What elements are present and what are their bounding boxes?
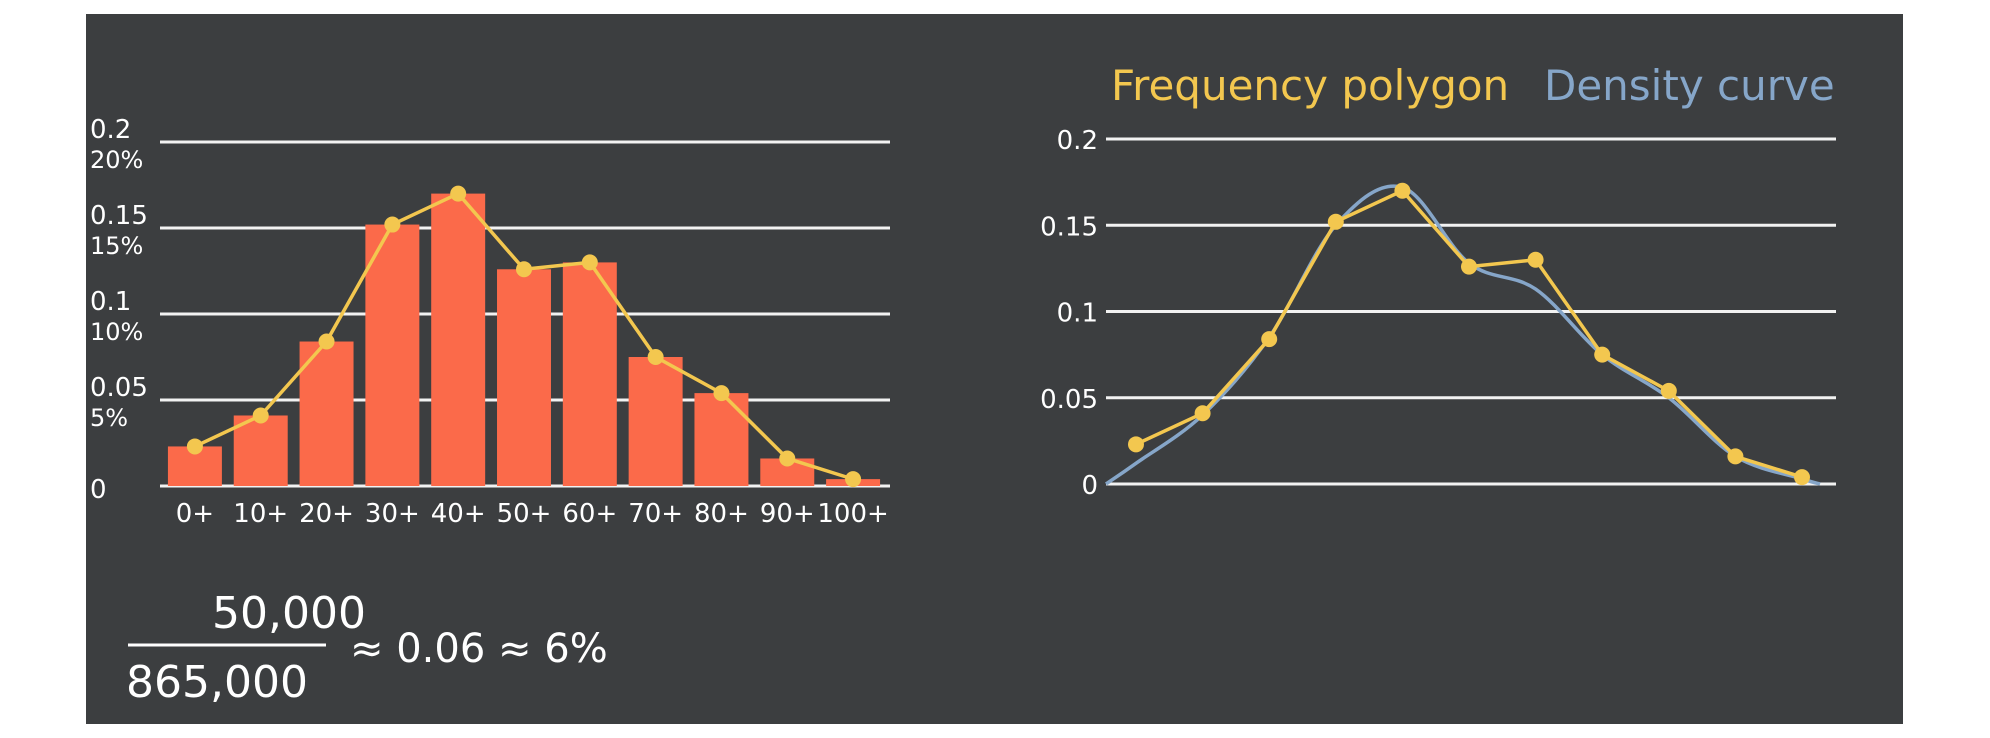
x-tick-label: 20+ (299, 499, 354, 529)
polygon-point (450, 185, 467, 202)
polygon-point (1327, 213, 1344, 230)
y-tick-label: 0.1 (1057, 299, 1098, 329)
polygon-point (186, 438, 203, 455)
x-tick-label: 90+ (760, 499, 815, 529)
legend-density-curve: Density curve (1544, 61, 1835, 110)
legend: Frequency polygon Density curve (1111, 61, 1835, 110)
x-tick-label: 50+ (497, 499, 552, 529)
bar (233, 415, 288, 486)
polygon-point (1194, 405, 1211, 422)
polygon-point (1794, 469, 1810, 486)
fraction-denominator: 865,000 (126, 657, 308, 708)
bar (562, 262, 617, 486)
y-tick-label: 0.2 (90, 115, 131, 145)
legend-frequency-polygon: Frequency polygon (1111, 61, 1509, 110)
bar (431, 193, 486, 486)
bar (628, 357, 683, 486)
frequency-polygon-line (1135, 189, 1803, 479)
y-tick-percent-label: 20% (90, 146, 143, 174)
y-tick-label: 0 (90, 475, 107, 505)
density-curve (1105, 184, 1821, 486)
y-tick-percent-label: 10% (90, 318, 143, 346)
chalkboard: 0 0.05 5% 0.1 10% 0.15 15% 0.2 20% 0+ 10+ 20+ 30+ 40+… (86, 14, 1903, 724)
fraction-result: ≈ 0.06 ≈ 6% (350, 626, 608, 672)
x-tick-label: 30+ (365, 499, 420, 529)
polygon-point (581, 254, 598, 271)
polygon-point (779, 450, 796, 467)
polygon-point (1394, 182, 1411, 199)
polygon-point (318, 333, 335, 350)
polygon-point (647, 349, 664, 365)
polygon-point (713, 385, 730, 402)
polygon-point (1727, 448, 1744, 465)
x-tick-label: 60+ (562, 499, 617, 529)
bar (694, 393, 749, 486)
polygon-point (384, 216, 401, 233)
x-tick-label: 70+ (628, 499, 683, 529)
bar (497, 269, 551, 486)
y-tick-label: 0.05 (90, 373, 148, 403)
x-tick-label: 100+ (817, 499, 888, 529)
polygon-point (845, 471, 862, 488)
polygon-point (1261, 331, 1278, 348)
x-tick-label: 0+ (176, 499, 214, 529)
ratio-annotation: 50,000 865,000 ≈ 0.06 ≈ 6% (126, 588, 608, 708)
y-tick-label: 0.1 (90, 287, 131, 317)
polygon-point (1128, 436, 1144, 453)
y-tick-percent-label: 15% (90, 232, 143, 260)
polygon-point (1461, 258, 1477, 275)
x-tick-label: 40+ (431, 499, 486, 529)
polygon-point (516, 261, 532, 278)
y-tick-label: 0.2 (1057, 126, 1098, 156)
y-tick-label: 0.15 (90, 201, 148, 231)
polygon-density-chart: 0 0.05 0.1 0.15 0.2 (1040, 126, 1836, 501)
y-tick-label: 0.05 (1040, 385, 1098, 415)
x-tick-label: 80+ (694, 499, 749, 529)
x-tick-label: 10+ (233, 499, 288, 529)
y-tick-percent-label: 5% (90, 404, 128, 432)
polygon-point (252, 407, 269, 424)
polygon-point (1527, 251, 1544, 268)
y-tick-label: 0.15 (1040, 212, 1098, 242)
polygon-point (1594, 346, 1611, 363)
y-tick-label: 0 (1081, 471, 1098, 501)
bar (299, 341, 354, 486)
bar (365, 224, 420, 486)
fraction-numerator: 50,000 (212, 588, 366, 639)
polygon-point (1660, 382, 1677, 399)
